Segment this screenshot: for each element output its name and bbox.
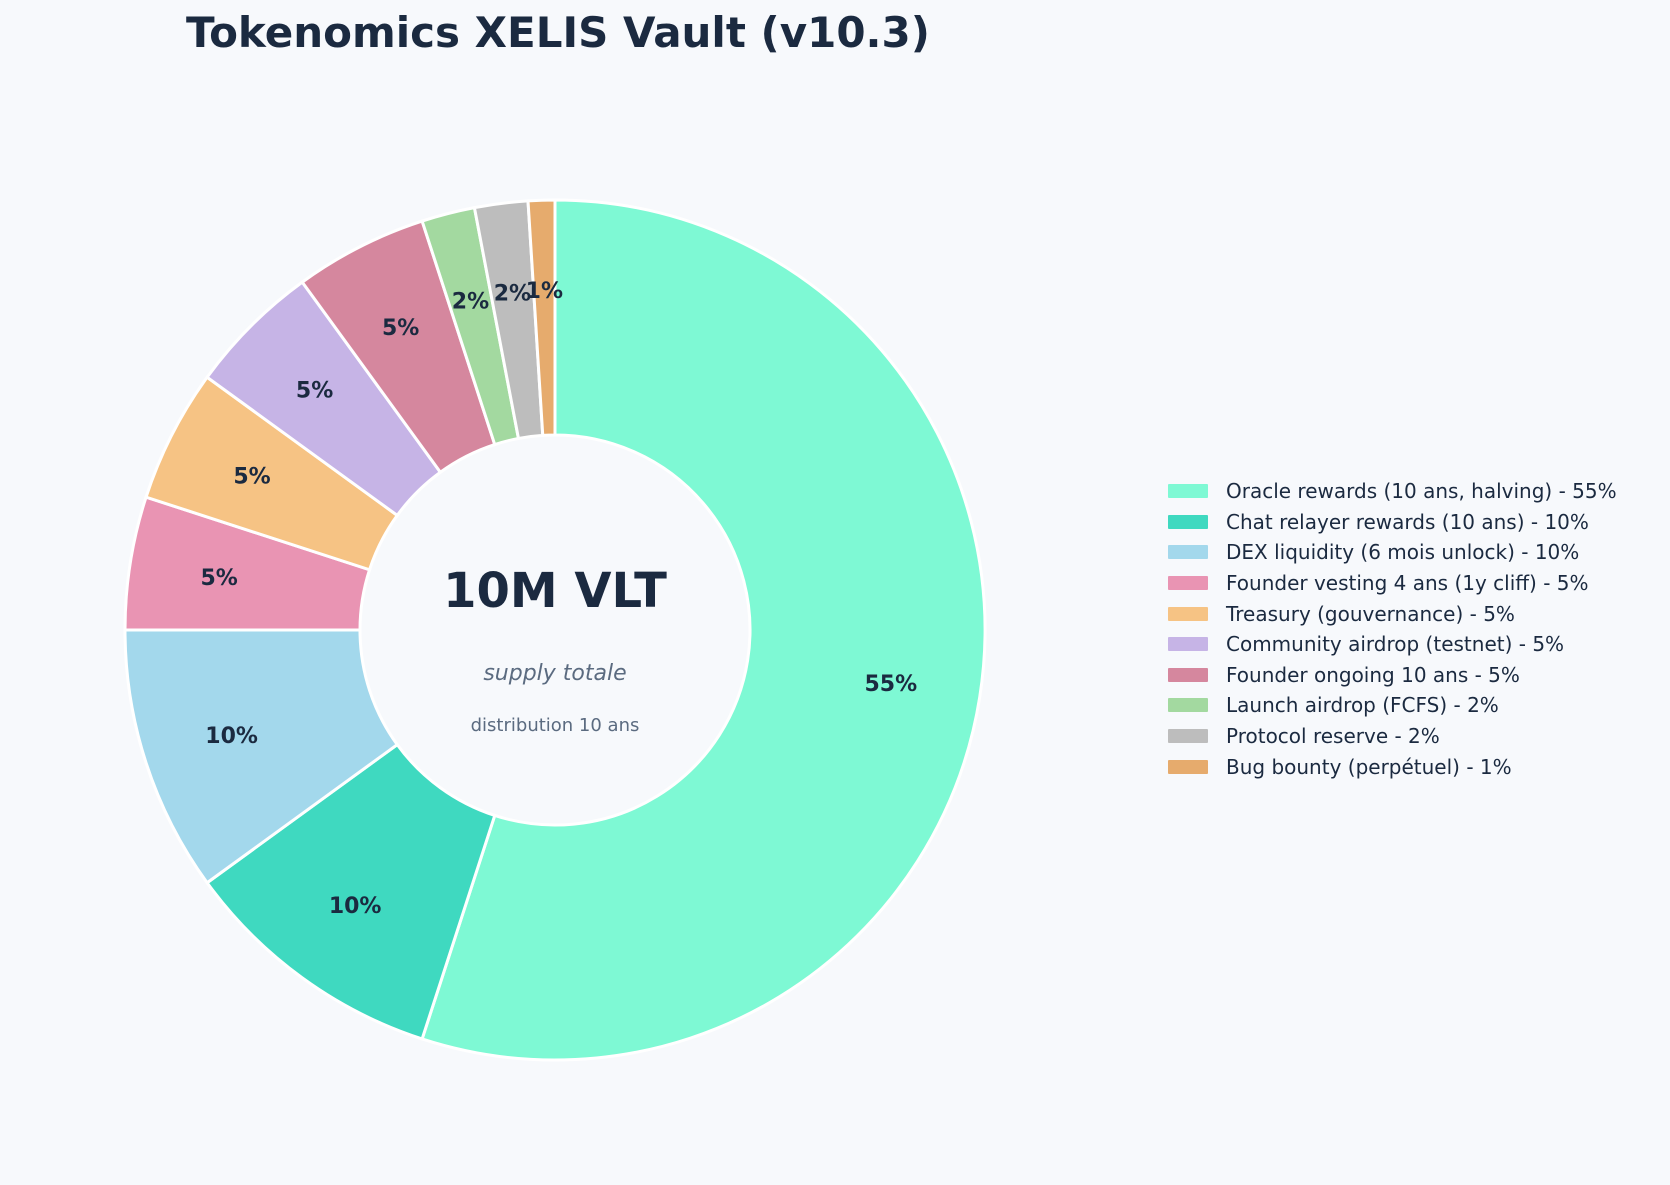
legend-label: Chat relayer rewards (10 ans) - 10% bbox=[1226, 509, 1589, 534]
slice-value-label: 2% bbox=[452, 290, 489, 315]
legend-swatch bbox=[1168, 606, 1208, 621]
center-note: distribution 10 ans bbox=[471, 715, 640, 736]
legend-label: Founder vesting 4 ans (1y cliff) - 5% bbox=[1226, 571, 1589, 596]
legend-item: Community airdrop (testnet) - 5% bbox=[1168, 629, 1617, 660]
donut-slice-labels: 55%10%10%5%5%5%5%2% 2%1% bbox=[201, 279, 918, 919]
legend-item: Treasury (gouvernance) - 5% bbox=[1168, 598, 1617, 629]
legend-item: Founder vesting 4 ans (1y cliff) - 5% bbox=[1168, 568, 1617, 599]
legend-item: Chat relayer rewards (10 ans) - 10% bbox=[1168, 507, 1617, 538]
legend-swatch bbox=[1168, 514, 1208, 529]
legend-swatch bbox=[1168, 484, 1208, 499]
legend-item: Oracle rewards (10 ans, halving) - 55% bbox=[1168, 476, 1617, 507]
legend-item: DEX liquidity (6 mois unlock) - 10% bbox=[1168, 537, 1617, 568]
legend-swatch bbox=[1168, 667, 1208, 682]
legend-label: Oracle rewards (10 ans, halving) - 55% bbox=[1226, 479, 1617, 504]
legend-label: DEX liquidity (6 mois unlock) - 10% bbox=[1226, 540, 1580, 565]
slice-value-label: 5% bbox=[233, 465, 270, 490]
legend-label: Bug bounty (perpétuel) - 1% bbox=[1226, 754, 1512, 779]
legend-swatch bbox=[1168, 637, 1208, 652]
legend-item: Launch airdrop (FCFS) - 2% bbox=[1168, 690, 1617, 721]
slice-value-label: 5% bbox=[296, 379, 333, 404]
donut-chart: 55%10%10%5%5%5%5%2% 2%1% 10M VLT supply t… bbox=[123, 198, 987, 1062]
donut-slice-0 bbox=[420, 198, 987, 1062]
legend-swatch bbox=[1168, 698, 1208, 713]
donut-slices bbox=[123, 198, 987, 1062]
center-total-label: 10M VLT bbox=[443, 563, 667, 619]
slice-value-label: 10% bbox=[205, 724, 258, 749]
chart-legend: Oracle rewards (10 ans, halving) - 55% Ch… bbox=[1168, 476, 1617, 782]
legend-item: Protocol reserve - 2% bbox=[1168, 721, 1617, 752]
slice-value-label: 5% bbox=[382, 316, 419, 341]
donut-slice-9 bbox=[526, 198, 557, 437]
legend-label: Protocol reserve - 2% bbox=[1226, 724, 1440, 749]
center-subtitle: supply totale bbox=[483, 661, 626, 686]
legend-label: Launch airdrop (FCFS) - 2% bbox=[1226, 693, 1499, 718]
legend-swatch bbox=[1168, 576, 1208, 591]
donut-slice-1 bbox=[205, 742, 497, 1041]
legend-label: Community airdrop (testnet) - 5% bbox=[1226, 632, 1565, 657]
donut-slice-2 bbox=[123, 628, 400, 885]
legend-swatch bbox=[1168, 759, 1208, 774]
slice-value-label: 10% bbox=[329, 894, 382, 919]
legend-swatch bbox=[1168, 729, 1208, 744]
slice-value-label: 2% bbox=[494, 282, 531, 307]
legend-label: Founder ongoing 10 ans - 5% bbox=[1226, 662, 1520, 687]
legend-item: Bug bounty (perpétuel) - 1% bbox=[1168, 751, 1617, 782]
slice-value-label: 1% bbox=[526, 279, 563, 304]
legend-item: Founder ongoing 10 ans - 5% bbox=[1168, 660, 1617, 691]
slice-value-label: 55% bbox=[864, 672, 917, 697]
chart-title: Tokenomics XELIS Vault (v10.3) bbox=[186, 8, 930, 57]
legend-swatch bbox=[1168, 545, 1208, 560]
slice-value-label: 5% bbox=[201, 566, 238, 591]
legend-label: Treasury (gouvernance) - 5% bbox=[1226, 601, 1515, 626]
